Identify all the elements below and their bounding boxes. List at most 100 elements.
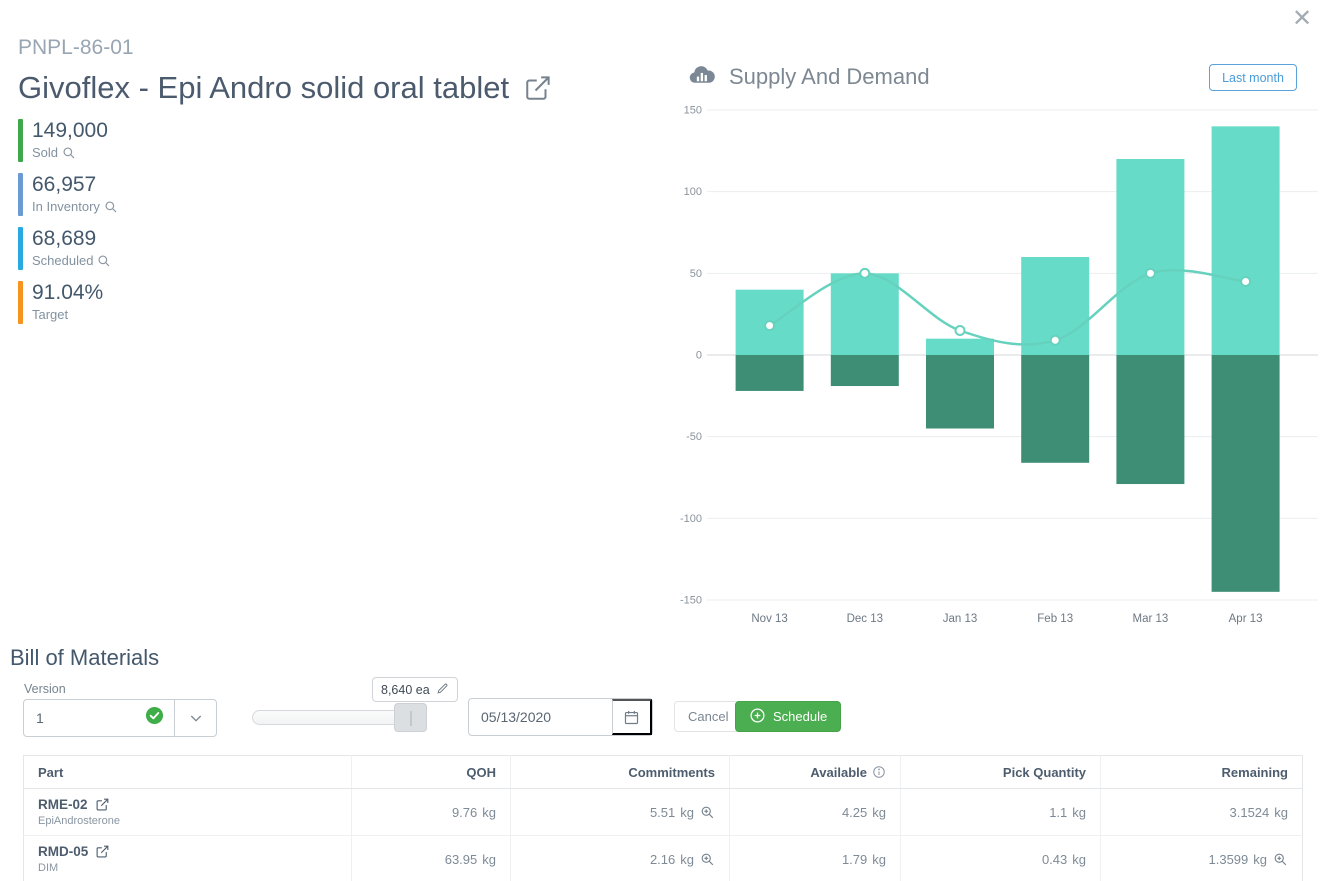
external-link-icon[interactable]	[95, 844, 110, 859]
version-dropdown[interactable]	[23, 699, 217, 737]
unit-label: kg	[872, 851, 886, 867]
available-cell: 1.79 kg	[729, 835, 901, 881]
search-icon[interactable]	[62, 146, 76, 160]
product-code: PNPL-86-01	[18, 36, 134, 59]
close-icon[interactable]: ✕	[1289, 6, 1315, 32]
commitments-cell: 2.16 kg	[510, 835, 730, 881]
chart-title: Supply And Demand	[729, 64, 930, 89]
remaining-value: 1.3599	[1208, 851, 1249, 867]
pick-value: 0.43	[1041, 851, 1068, 867]
stat-label: Sold	[32, 143, 108, 162]
chevron-down-icon[interactable]	[174, 700, 216, 736]
stat-label-text: Scheduled	[32, 253, 94, 268]
x-axis-tick: Mar 13	[1133, 613, 1169, 625]
y-axis-tick: -100	[680, 513, 702, 525]
y-axis-tick: -150	[680, 595, 702, 607]
commitments-value: 2.16	[649, 851, 676, 867]
quantity-slider[interactable]	[252, 703, 427, 732]
part-id-text: RMD-05	[38, 844, 89, 859]
external-link-icon[interactable]	[95, 797, 110, 812]
date-input[interactable]	[469, 699, 612, 735]
available-value: 4.25	[841, 804, 868, 820]
positive-bars-bar	[1211, 126, 1280, 355]
zoom-in-icon[interactable]	[700, 805, 715, 820]
version-label: Version	[24, 682, 66, 696]
table-row: RME-02 EpiAndrosterone 9.76 kg 5.51 kg 4.25 kg 1…	[23, 788, 1303, 836]
bom-heading: Bill of Materials	[10, 645, 160, 670]
column-header-available: Available	[729, 755, 901, 789]
unit-label: kg	[680, 804, 694, 820]
commitments-value: 5.51	[649, 804, 676, 820]
stat-label: In Inventory	[32, 197, 118, 216]
trend-line-point	[954, 325, 966, 336]
y-axis-tick: 0	[696, 350, 702, 362]
part-link[interactable]: RME-02	[38, 797, 110, 812]
zoom-in-icon[interactable]	[1273, 852, 1288, 867]
column-header-part: Part	[23, 755, 352, 789]
table-header-row: Part QOH Commitments Available Pick Quantity…	[23, 755, 1303, 789]
external-link-icon[interactable]	[523, 73, 553, 103]
stat-label: Target	[32, 305, 103, 324]
cloud-chart-icon	[688, 63, 715, 91]
plus-circle-icon	[749, 707, 766, 727]
stat-color-bar	[18, 173, 23, 216]
qoh-cell: 63.95 kg	[351, 835, 511, 881]
x-axis-tick: Dec 13	[847, 613, 883, 625]
column-header-label: QOH	[466, 764, 496, 780]
info-icon[interactable]	[872, 765, 886, 779]
y-axis-tick: -50	[686, 431, 702, 443]
quantity-slider-handle[interactable]	[394, 703, 427, 732]
column-header-pick-quantity: Pick Quantity	[900, 755, 1101, 789]
x-axis-tick: Feb 13	[1037, 613, 1073, 625]
part-link[interactable]: RMD-05	[38, 844, 110, 859]
stat-label-text: In Inventory	[32, 199, 100, 214]
column-header-label: Available	[810, 764, 867, 780]
negative-bars-bar	[1116, 355, 1185, 485]
schedule-button-label: Schedule	[773, 709, 828, 724]
negative-bars-bar	[735, 355, 804, 391]
positive-bars-bar	[926, 338, 994, 355]
column-header-label: Pick Quantity	[1002, 764, 1086, 780]
pencil-icon[interactable]	[436, 682, 449, 698]
y-axis-tick: 150	[684, 105, 702, 117]
stat-color-bar	[18, 281, 23, 324]
column-header-qoh: QOH	[351, 755, 511, 789]
stat-label-text: Sold	[32, 145, 59, 160]
stat-label: Scheduled	[32, 251, 111, 270]
supply-demand-chart: 150 100 50 0 -50 -100 -150 Nov 13 Dec 13 Jan 13 Fe…	[680, 105, 1318, 625]
column-header-remaining: Remaining	[1100, 755, 1303, 789]
zoom-in-icon[interactable]	[700, 852, 715, 867]
pick-value: 1.1	[1049, 804, 1068, 820]
available-cell: 4.25 kg	[729, 788, 901, 836]
unit-label: kg	[872, 804, 886, 820]
version-value-input[interactable]	[36, 710, 145, 726]
chart-header: Supply And Demand	[688, 63, 930, 91]
remaining-value: 3.1524	[1229, 804, 1270, 820]
qoh-value: 63.95	[444, 851, 478, 867]
positive-bars-bar	[830, 273, 899, 355]
unit-label: kg	[482, 804, 496, 820]
part-cell: RMD-05 DIM	[23, 835, 352, 881]
quantity-badge: 8,640 ea	[372, 677, 458, 702]
stat-value: 68,689	[32, 227, 97, 250]
cancel-button[interactable]: Cancel	[674, 701, 743, 732]
x-axis-tick: Jan 13	[943, 613, 978, 625]
search-icon[interactable]	[104, 200, 118, 214]
stat-value: 149,000	[32, 119, 108, 142]
check-circle-icon	[145, 706, 164, 730]
schedule-button[interactable]: Schedule	[735, 701, 842, 732]
negative-bars-bar	[926, 355, 994, 429]
negative-bars-bar	[830, 355, 899, 387]
pick-cell: 0.43 kg	[900, 835, 1101, 881]
unit-label: kg	[1253, 851, 1267, 867]
stat-scheduled: 68,689 Scheduled	[18, 227, 118, 270]
range-selector-button[interactable]: Last month	[1209, 64, 1297, 91]
version-dropdown-value-wrap	[24, 700, 174, 736]
x-axis-tick: Nov 13	[751, 613, 787, 625]
calendar-icon[interactable]	[612, 699, 652, 735]
stat-color-bar	[18, 119, 23, 162]
remaining-cell: 1.3599 kg	[1101, 836, 1303, 881]
table-row: RMD-05 DIM 63.95 kg 2.16 kg 1.79 kg 0.43 kg 1.3599…	[23, 835, 1303, 881]
part-cell: RME-02 EpiAndrosterone	[23, 788, 352, 836]
search-icon[interactable]	[97, 254, 111, 268]
